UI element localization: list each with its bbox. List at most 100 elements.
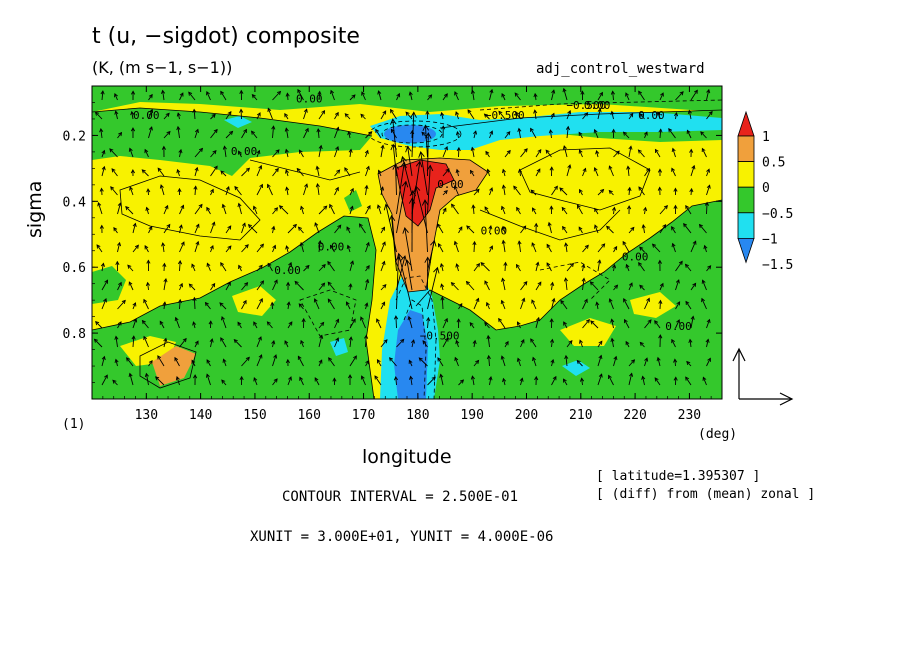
wind-vector [360, 316, 366, 329]
wind-vector-head [146, 188, 151, 193]
wind-vector [685, 376, 692, 386]
wind-vector-head [141, 169, 146, 174]
wind-vector-head [353, 355, 357, 360]
wind-vector [516, 207, 521, 215]
wind-vector-head [345, 301, 350, 306]
wind-vector-head [536, 168, 541, 173]
wind-vector [467, 109, 475, 120]
wind-vector-head [456, 318, 461, 323]
wind-vector-head [99, 187, 104, 192]
wind-vector [303, 265, 310, 272]
wind-vector [380, 339, 388, 348]
wind-vector-head [485, 150, 490, 156]
wind-vector [701, 148, 707, 158]
wind-vector-head [270, 301, 275, 306]
wind-vector [657, 112, 661, 120]
wind-vector [284, 113, 289, 120]
wind-vector [272, 149, 280, 158]
wind-vector [162, 242, 165, 253]
wind-vector-head [501, 225, 506, 231]
wind-vector [238, 150, 242, 158]
wind-vector [327, 298, 335, 310]
wind-vector-head [488, 376, 493, 381]
wind-vector-head [114, 92, 118, 98]
wind-vector [256, 298, 263, 310]
wind-vector-head [285, 281, 291, 286]
wind-vector [377, 204, 382, 215]
wind-vector-head [334, 111, 339, 117]
wind-vector-head [440, 111, 445, 117]
wind-vector-head [191, 359, 196, 364]
wind-vector-head [273, 378, 278, 383]
wind-vector [349, 283, 352, 291]
wind-vector-head [323, 205, 328, 210]
wind-vector-head [377, 169, 382, 174]
wind-vector-head [489, 245, 493, 250]
wind-vector-head [657, 259, 662, 264]
wind-vector [117, 202, 121, 215]
wind-vector-head [364, 184, 369, 190]
wind-vector-head [625, 340, 630, 346]
wind-vector [251, 130, 258, 139]
wind-vector [101, 374, 108, 386]
wind-vector [579, 149, 583, 158]
wind-vector-head [455, 263, 460, 268]
wind-vector [287, 302, 290, 310]
wind-vector [534, 110, 537, 120]
region-yellow-pocket-3 [560, 318, 616, 346]
wind-vector [409, 92, 413, 101]
wind-vector [471, 147, 475, 158]
wind-vector-head [689, 187, 694, 193]
wind-vector-head [688, 338, 693, 344]
wind-vector [442, 168, 450, 177]
wind-vector-head [300, 339, 305, 345]
wind-vector [380, 110, 387, 120]
wind-vector-head [351, 318, 356, 323]
wind-vector-head [687, 109, 692, 115]
colorbar-label: −1 [762, 232, 778, 247]
colorbar-bottom-triangle [737, 237, 755, 264]
wind-vector [163, 278, 167, 291]
wind-vector [318, 264, 326, 272]
wind-vector-head [347, 130, 352, 136]
wind-vector-head [698, 223, 703, 229]
wind-vector-head [144, 148, 149, 154]
wind-vector [685, 205, 692, 215]
wind-vector [565, 355, 568, 367]
wind-vector [233, 339, 242, 348]
wind-vector [582, 299, 588, 310]
wind-vector [668, 128, 676, 139]
wind-vector [365, 185, 368, 196]
wind-vector-head [708, 110, 713, 116]
wind-vector [194, 129, 199, 139]
wind-vector-head [113, 226, 118, 232]
wind-vector-head [304, 127, 309, 133]
wind-vector-head [673, 376, 678, 381]
contour-label: 0.00 [318, 241, 345, 254]
wind-vector-head [350, 260, 355, 265]
wind-vector-head [551, 297, 556, 303]
wind-vector-head [568, 340, 573, 345]
wind-vector [177, 169, 180, 177]
wind-vector-head [480, 262, 485, 267]
wind-vector [365, 150, 369, 158]
wind-vector-head [166, 130, 171, 136]
wind-vector-head [141, 319, 146, 325]
wind-vector-head [285, 245, 290, 250]
wind-vector-head [359, 223, 363, 228]
wind-vector [530, 189, 537, 196]
colorbar-label: −0.5 [762, 207, 793, 222]
wind-vector [299, 149, 304, 158]
wind-vector-head [101, 355, 106, 361]
wind-vector-head [271, 340, 276, 345]
wind-vector-head [484, 206, 489, 211]
wind-vector [112, 379, 118, 386]
wind-vector-head [422, 340, 427, 345]
wind-vector-head [613, 245, 618, 251]
wind-vector [300, 206, 304, 215]
wind-vector-head [237, 202, 242, 208]
wind-vector-head [466, 225, 471, 230]
wind-vector [131, 111, 134, 120]
wind-vector [162, 90, 165, 101]
wind-vector [486, 302, 490, 310]
